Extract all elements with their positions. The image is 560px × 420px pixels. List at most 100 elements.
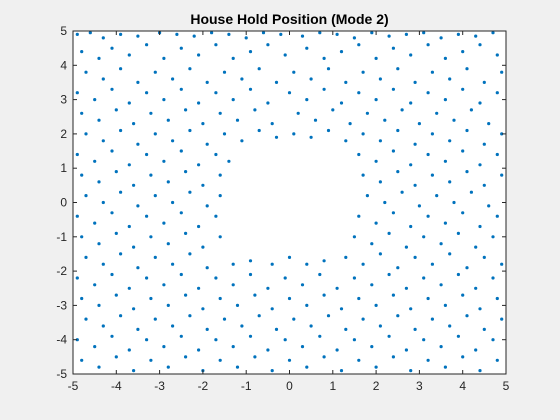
data-point — [357, 152, 361, 157]
data-point — [153, 255, 157, 259]
data-point — [474, 34, 478, 38]
data-point — [101, 200, 105, 205]
data-point — [478, 224, 482, 229]
data-point — [305, 262, 309, 266]
data-point — [465, 128, 469, 133]
data-point — [426, 91, 430, 95]
data-point — [396, 128, 400, 133]
data-point — [331, 108, 335, 112]
data-point — [361, 262, 365, 266]
data-point — [240, 324, 244, 328]
data-point — [80, 173, 84, 177]
data-point — [110, 211, 114, 215]
data-point — [474, 245, 478, 249]
data-point — [101, 36, 105, 40]
data-point — [300, 34, 305, 38]
data-point — [296, 111, 300, 115]
data-point — [127, 224, 131, 229]
data-point — [84, 317, 88, 321]
data-point — [101, 262, 105, 266]
data-point — [305, 46, 309, 50]
data-point — [361, 70, 365, 74]
data-point — [439, 36, 443, 40]
data-point — [283, 276, 287, 280]
data-point — [465, 170, 469, 174]
data-point — [184, 108, 188, 112]
data-point — [197, 286, 201, 290]
data-point — [136, 327, 140, 331]
data-point — [162, 283, 166, 287]
y-tick-label: 4 — [60, 58, 67, 72]
data-point — [409, 163, 413, 167]
data-point — [114, 355, 118, 359]
data-point — [127, 163, 131, 167]
data-point — [132, 245, 136, 249]
data-point — [487, 122, 491, 126]
data-point — [318, 334, 322, 338]
data-point — [119, 128, 123, 133]
data-point — [391, 293, 395, 297]
data-point — [482, 255, 486, 259]
data-point — [257, 314, 261, 318]
data-point — [188, 67, 192, 71]
data-point — [413, 327, 417, 331]
data-point — [344, 255, 348, 259]
data-point — [322, 259, 326, 263]
data-point — [439, 242, 443, 246]
data-point — [110, 272, 114, 277]
data-point — [231, 283, 235, 287]
data-point — [352, 235, 356, 239]
data-point — [426, 152, 430, 157]
data-point — [205, 266, 209, 270]
data-point — [235, 303, 240, 307]
data-point — [318, 31, 322, 35]
y-tick-label: 2 — [60, 127, 67, 141]
data-point — [114, 231, 118, 235]
data-point — [197, 224, 201, 229]
y-tick-label: -4 — [56, 333, 67, 347]
data-point — [270, 307, 274, 311]
data-point — [448, 180, 452, 184]
data-point — [309, 324, 313, 328]
data-point — [435, 194, 439, 198]
data-point — [413, 183, 417, 187]
data-point — [145, 276, 149, 280]
data-point — [248, 334, 253, 338]
data-point — [136, 34, 140, 38]
data-point — [370, 283, 374, 287]
data-point — [153, 317, 157, 321]
data-point — [339, 50, 344, 54]
data-point — [352, 276, 356, 280]
data-point — [305, 98, 309, 102]
data-point — [456, 334, 460, 338]
data-point — [322, 56, 326, 61]
data-point — [400, 190, 404, 194]
data-point — [136, 266, 140, 270]
data-point — [495, 152, 499, 157]
data-point — [370, 242, 374, 246]
data-point — [491, 338, 495, 342]
data-point — [84, 194, 88, 198]
x-tick-label: 4 — [459, 379, 466, 393]
data-point — [430, 317, 434, 321]
data-point — [205, 327, 209, 331]
data-point — [127, 53, 131, 57]
data-point — [474, 348, 478, 352]
data-point — [119, 314, 123, 318]
data-point — [218, 111, 222, 115]
data-point — [110, 149, 114, 153]
data-point — [409, 53, 413, 57]
data-point — [443, 221, 447, 225]
data-point — [430, 173, 434, 177]
data-point — [383, 200, 387, 205]
data-point — [205, 142, 209, 146]
data-point — [370, 345, 374, 349]
data-point — [80, 296, 84, 301]
data-point — [478, 43, 482, 47]
data-point — [149, 173, 153, 177]
data-point — [166, 118, 170, 122]
data-point — [218, 296, 222, 301]
data-point — [270, 262, 274, 266]
data-point — [491, 276, 495, 280]
data-point — [413, 80, 417, 84]
